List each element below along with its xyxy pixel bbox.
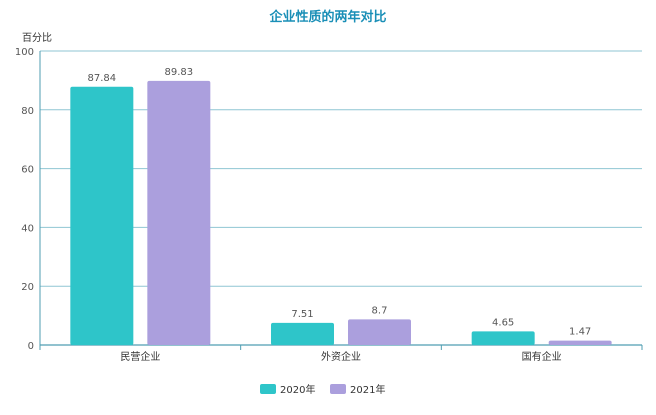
y-tick-label: 40 bbox=[21, 223, 34, 234]
bar[interactable] bbox=[147, 80, 211, 345]
data-label: 4.65 bbox=[492, 317, 514, 328]
x-tick-label: 民营企业 bbox=[120, 350, 160, 363]
bar[interactable] bbox=[548, 340, 612, 345]
data-label: 1.47 bbox=[569, 327, 591, 338]
y-axis-label: 百分比 bbox=[22, 32, 52, 44]
x-tick-label: 外资企业 bbox=[321, 350, 361, 363]
y-tick-label: 0 bbox=[28, 341, 34, 352]
bar[interactable] bbox=[70, 86, 134, 345]
chart-title: 企业性质的两年对比 bbox=[268, 9, 386, 25]
bars bbox=[70, 80, 612, 345]
data-label: 7.51 bbox=[291, 309, 313, 320]
legend-swatch bbox=[330, 384, 346, 394]
y-tick-label: 20 bbox=[21, 282, 34, 293]
legend-swatch bbox=[260, 384, 276, 394]
bar[interactable] bbox=[348, 319, 411, 345]
data-label: 89.83 bbox=[165, 67, 194, 78]
y-tick-label: 100 bbox=[15, 47, 34, 58]
legend-item[interactable]: 2021年 bbox=[330, 383, 385, 396]
legend-label: 2020年 bbox=[280, 383, 315, 396]
bar[interactable] bbox=[271, 322, 334, 345]
data-label: 87.84 bbox=[88, 73, 117, 84]
data-labels: 87.84 89.83 7.51 8.7 4.65 1.47 bbox=[88, 67, 592, 338]
legend-label: 2021年 bbox=[350, 383, 385, 396]
legend-item[interactable]: 2020年 bbox=[260, 383, 315, 396]
y-tick-label: 80 bbox=[21, 106, 34, 117]
data-label: 8.7 bbox=[372, 305, 388, 316]
x-tick-label: 国有企业 bbox=[522, 350, 562, 363]
axis-ticks: 0 20 40 60 80 100 民营企业 外资企业 国有企业 bbox=[15, 47, 643, 363]
legend[interactable]: 2020年 2021年 bbox=[260, 383, 385, 396]
gridlines bbox=[39, 50, 642, 346]
y-tick-label: 60 bbox=[21, 165, 34, 176]
bar[interactable] bbox=[471, 331, 535, 345]
